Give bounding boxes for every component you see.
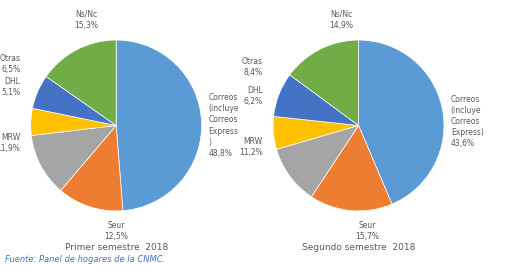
- Wedge shape: [273, 116, 359, 149]
- Wedge shape: [31, 125, 116, 190]
- Wedge shape: [274, 75, 359, 125]
- Text: DHL
5,1%: DHL 5,1%: [2, 77, 21, 97]
- Text: Seur
15,7%: Seur 15,7%: [355, 221, 379, 241]
- Text: Ns/Nc
14,9%: Ns/Nc 14,9%: [329, 10, 353, 30]
- Text: Primer semestre  2018: Primer semestre 2018: [65, 244, 168, 252]
- Wedge shape: [31, 108, 116, 136]
- Text: Correos
(incluye
Correos
Express)
43,6%: Correos (incluye Correos Express) 43,6%: [451, 95, 484, 148]
- Text: Correos
(incluye
Correos
Express
)
48,8%: Correos (incluye Correos Express ) 48,8%: [209, 93, 239, 158]
- Text: Ns/Nc
15,3%: Ns/Nc 15,3%: [74, 10, 98, 30]
- Wedge shape: [312, 125, 392, 211]
- Wedge shape: [290, 40, 359, 125]
- Wedge shape: [277, 125, 359, 197]
- Wedge shape: [46, 40, 116, 125]
- Wedge shape: [61, 125, 123, 211]
- Text: Otras
8,4%: Otras 8,4%: [242, 57, 263, 77]
- Text: DHL
6,2%: DHL 6,2%: [244, 85, 263, 106]
- Text: Seur
12,5%: Seur 12,5%: [104, 221, 128, 241]
- Text: Otras
6,5%: Otras 6,5%: [0, 54, 21, 74]
- Wedge shape: [116, 40, 201, 211]
- Text: Fuente: Panel de hogares de la CNMC.: Fuente: Panel de hogares de la CNMC.: [5, 255, 165, 264]
- Wedge shape: [32, 77, 116, 125]
- Text: Segundo semestre  2018: Segundo semestre 2018: [302, 244, 415, 252]
- Text: MRW
11,9%: MRW 11,9%: [0, 132, 21, 153]
- Wedge shape: [359, 40, 444, 204]
- Text: MRW
11,2%: MRW 11,2%: [239, 137, 263, 157]
